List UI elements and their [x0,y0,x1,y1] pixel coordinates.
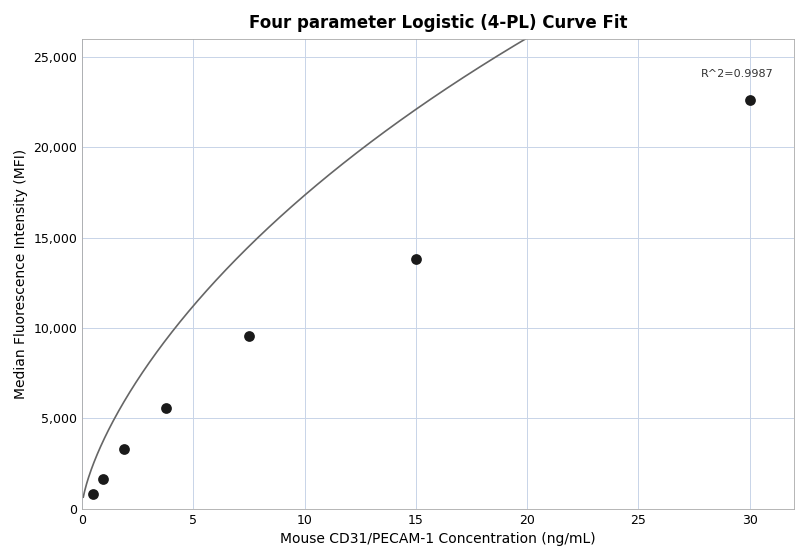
X-axis label: Mouse CD31/PECAM-1 Concentration (ng/mL): Mouse CD31/PECAM-1 Concentration (ng/mL) [280,532,596,546]
Point [97,474,110,483]
Point [743,96,756,105]
Point [117,445,130,454]
Text: R^2=0.9987: R^2=0.9987 [701,69,773,79]
Point [410,255,423,264]
Y-axis label: Median Fluorescence Intensity (MFI): Median Fluorescence Intensity (MFI) [14,149,28,399]
Title: Four parameter Logistic (4-PL) Curve Fit: Four parameter Logistic (4-PL) Curve Fit [249,14,627,32]
Point [242,332,255,340]
Point [159,404,172,413]
Point [86,489,99,498]
